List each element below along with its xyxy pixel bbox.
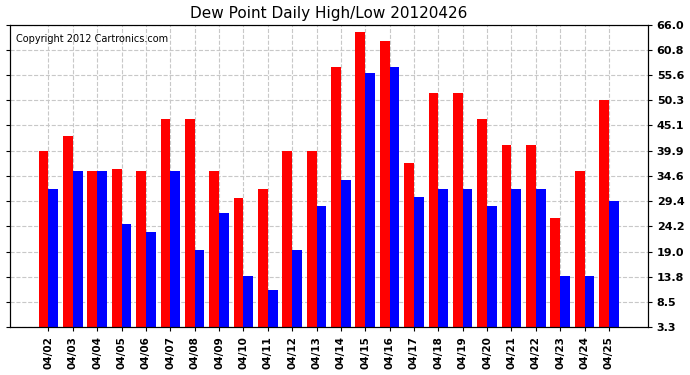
Bar (463, 189, 473, 344)
Bar (526, 145, 536, 344)
Bar (390, 67, 400, 344)
Bar (453, 93, 463, 344)
Bar (355, 32, 365, 344)
Bar (438, 189, 448, 344)
Bar (88, 171, 97, 344)
Bar (317, 206, 326, 344)
Bar (209, 171, 219, 344)
Text: Copyright 2012 Cartronics.com: Copyright 2012 Cartronics.com (16, 34, 168, 44)
Bar (234, 198, 244, 344)
Bar (404, 163, 414, 344)
Bar (112, 170, 121, 344)
Bar (73, 171, 83, 344)
Bar (282, 151, 292, 344)
Bar (48, 189, 58, 344)
Bar (560, 276, 570, 344)
Bar (341, 180, 351, 344)
Bar (39, 151, 48, 344)
Bar (511, 189, 521, 344)
Bar (195, 250, 204, 344)
Bar (584, 276, 594, 344)
Bar (414, 198, 424, 344)
Bar (121, 224, 131, 344)
Bar (219, 213, 229, 344)
Bar (365, 73, 375, 344)
Bar (487, 206, 497, 344)
Bar (170, 171, 180, 344)
Bar (146, 232, 156, 344)
Bar (477, 119, 487, 344)
Bar (258, 189, 268, 344)
Title: Dew Point Daily High/Low 20120426: Dew Point Daily High/Low 20120426 (190, 6, 467, 21)
Bar (292, 250, 302, 344)
Bar (185, 119, 195, 344)
Bar (331, 67, 341, 344)
Bar (63, 136, 73, 344)
Bar (136, 171, 146, 344)
Bar (244, 276, 253, 344)
Bar (428, 93, 438, 344)
Bar (307, 151, 317, 344)
Bar (268, 290, 277, 344)
Bar (599, 100, 609, 344)
Bar (575, 171, 584, 344)
Bar (551, 218, 560, 344)
Bar (97, 171, 107, 344)
Bar (536, 189, 546, 344)
Bar (502, 145, 511, 344)
Bar (380, 41, 390, 344)
Bar (609, 201, 619, 344)
Bar (161, 119, 170, 344)
